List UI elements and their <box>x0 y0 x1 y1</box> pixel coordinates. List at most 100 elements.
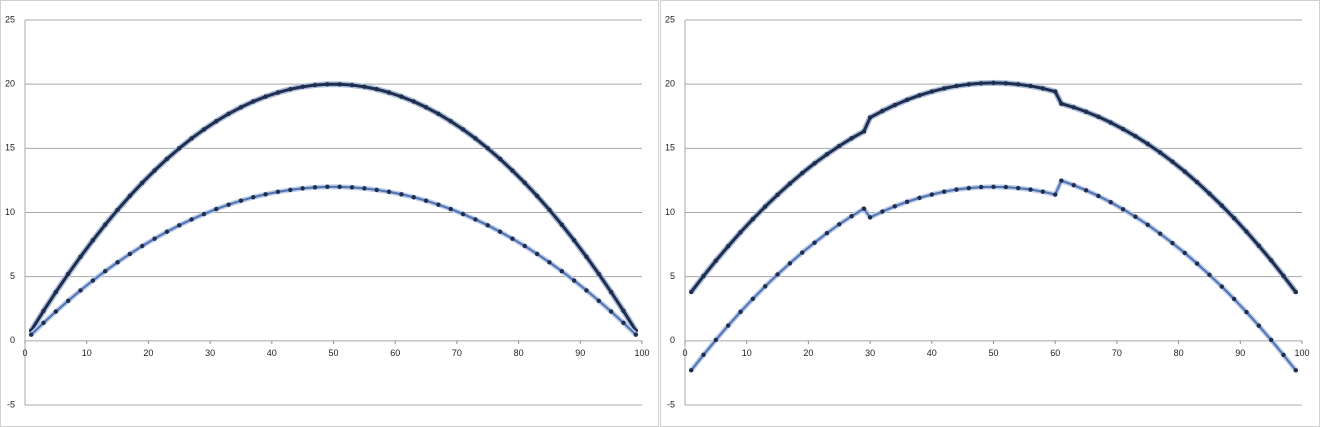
data-point <box>485 223 490 228</box>
data-point <box>152 168 157 173</box>
data-point <box>824 152 830 157</box>
data-point <box>738 230 743 235</box>
series-line <box>29 82 638 332</box>
x-tick-label: 70 <box>1112 348 1122 358</box>
data-point <box>115 207 120 213</box>
data-point <box>1268 337 1274 343</box>
data-point <box>1071 182 1076 188</box>
data-point <box>750 216 756 222</box>
data-point <box>411 99 416 104</box>
data-point <box>1293 368 1299 373</box>
data-point <box>251 99 256 104</box>
data-point <box>941 86 947 91</box>
data-point <box>325 82 330 87</box>
data-point <box>140 243 145 249</box>
data-point <box>140 180 145 186</box>
y-tick-label: 10 <box>5 207 15 217</box>
data-point <box>867 115 873 120</box>
data-point <box>621 320 626 326</box>
data-point <box>1108 200 1113 205</box>
data-point <box>189 136 194 141</box>
data-point <box>849 136 854 141</box>
data-point <box>571 278 577 283</box>
data-point <box>800 170 805 176</box>
data-point <box>978 184 984 190</box>
data-point <box>312 82 318 88</box>
data-point <box>1281 273 1286 279</box>
data-point <box>510 168 515 173</box>
data-point <box>41 308 46 314</box>
data-point <box>701 352 706 358</box>
data-point <box>325 184 330 190</box>
data-point <box>880 209 885 214</box>
data-point <box>596 298 602 303</box>
data-point <box>534 193 540 199</box>
x-tick-label: 100 <box>1294 348 1309 358</box>
data-point <box>103 268 108 274</box>
data-point <box>399 192 404 197</box>
data-point <box>349 185 355 190</box>
data-point <box>787 181 793 186</box>
data-point <box>374 187 379 193</box>
data-point <box>288 187 293 193</box>
data-point <box>750 296 756 302</box>
y-tick-label: 15 <box>665 143 675 153</box>
data-point <box>103 222 108 227</box>
data-point <box>880 108 885 114</box>
panel <box>660 0 1320 427</box>
data-point <box>485 146 490 151</box>
data-point <box>837 143 842 149</box>
data-point <box>547 207 552 213</box>
data-point <box>1268 258 1274 263</box>
data-point <box>1096 193 1101 199</box>
data-point <box>115 260 120 265</box>
data-point <box>917 93 922 98</box>
data-point <box>812 240 817 245</box>
data-point <box>300 84 305 89</box>
data-point <box>701 273 706 279</box>
data-point <box>688 289 694 295</box>
y-tick-label: 15 <box>5 143 15 153</box>
data-point <box>812 161 817 166</box>
y-tick-label: 20 <box>5 79 15 89</box>
data-point <box>584 254 589 259</box>
data-point <box>53 289 59 295</box>
data-point <box>1028 187 1033 192</box>
x-tick-label: 10 <box>742 348 752 358</box>
data-point <box>725 244 731 249</box>
data-point <box>861 129 867 134</box>
data-point <box>374 86 379 92</box>
data-point <box>534 251 540 257</box>
data-point <box>608 289 614 295</box>
data-point <box>127 251 133 257</box>
data-point <box>90 238 96 243</box>
data-point <box>275 189 281 195</box>
data-point <box>966 82 972 87</box>
data-point <box>1194 180 1200 185</box>
data-point <box>1207 272 1212 278</box>
data-point <box>337 184 342 190</box>
plot: -5 0 5 10 15 20 25 0 10 20 30 40 50 60 70 80 90 100 <box>665 14 1310 409</box>
data-point <box>837 222 842 227</box>
data-point <box>1256 243 1262 248</box>
data-point <box>460 127 466 132</box>
x-tick-label: 30 <box>865 348 875 358</box>
data-point <box>1219 203 1224 208</box>
data-point <box>1040 189 1046 194</box>
data-point <box>849 214 854 219</box>
data-point <box>41 320 46 326</box>
data-point <box>152 236 157 241</box>
y-tick-label: 5 <box>10 271 15 281</box>
y-tick-label: 25 <box>5 14 15 24</box>
data-point <box>214 119 219 124</box>
data-point <box>1120 126 1126 132</box>
series-line <box>30 185 637 336</box>
data-point <box>763 204 768 209</box>
data-point <box>177 146 182 151</box>
data-point <box>1083 188 1089 193</box>
x-tick-label: 20 <box>143 348 153 358</box>
data-point <box>966 185 972 191</box>
data-point <box>571 238 577 243</box>
data-point <box>904 97 910 103</box>
